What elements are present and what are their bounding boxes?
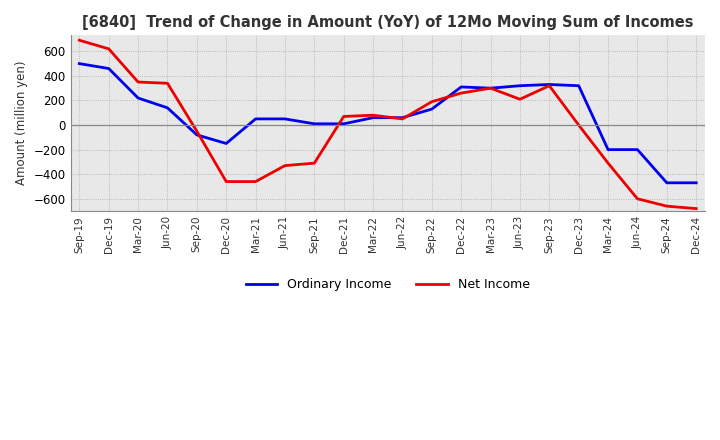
Ordinary Income [192, 132, 201, 138]
Net Income [545, 83, 554, 88]
Ordinary Income [662, 180, 671, 185]
Net Income [692, 206, 701, 211]
Net Income [339, 114, 348, 119]
Ordinary Income [251, 116, 260, 121]
Net Income [633, 196, 642, 202]
Net Income [486, 85, 495, 91]
Ordinary Income [575, 83, 583, 88]
Net Income [398, 116, 407, 121]
Net Income [222, 179, 230, 184]
Net Income [575, 122, 583, 128]
Net Income [457, 91, 466, 96]
Ordinary Income [104, 66, 113, 71]
Net Income [163, 81, 172, 86]
Ordinary Income [633, 147, 642, 152]
Ordinary Income [163, 105, 172, 110]
Line: Ordinary Income: Ordinary Income [79, 64, 696, 183]
Net Income [516, 97, 524, 102]
Ordinary Income [369, 115, 377, 120]
Y-axis label: Amount (million yen): Amount (million yen) [15, 61, 28, 185]
Net Income [192, 128, 201, 134]
Ordinary Income [692, 180, 701, 185]
Legend: Ordinary Income, Net Income: Ordinary Income, Net Income [240, 273, 535, 296]
Net Income [310, 161, 319, 166]
Ordinary Income [75, 61, 84, 66]
Line: Net Income: Net Income [79, 40, 696, 209]
Ordinary Income [398, 115, 407, 120]
Ordinary Income [310, 121, 319, 126]
Ordinary Income [604, 147, 613, 152]
Net Income [75, 37, 84, 43]
Net Income [369, 113, 377, 118]
Ordinary Income [486, 85, 495, 91]
Net Income [662, 204, 671, 209]
Ordinary Income [428, 106, 436, 112]
Ordinary Income [339, 121, 348, 126]
Ordinary Income [222, 141, 230, 146]
Net Income [104, 46, 113, 51]
Ordinary Income [281, 116, 289, 121]
Net Income [281, 163, 289, 168]
Title: [6840]  Trend of Change in Amount (YoY) of 12Mo Moving Sum of Incomes: [6840] Trend of Change in Amount (YoY) o… [82, 15, 693, 30]
Ordinary Income [516, 83, 524, 88]
Ordinary Income [134, 95, 143, 101]
Net Income [251, 179, 260, 184]
Net Income [604, 161, 613, 166]
Ordinary Income [545, 82, 554, 87]
Net Income [134, 79, 143, 84]
Ordinary Income [457, 84, 466, 90]
Net Income [428, 99, 436, 104]
